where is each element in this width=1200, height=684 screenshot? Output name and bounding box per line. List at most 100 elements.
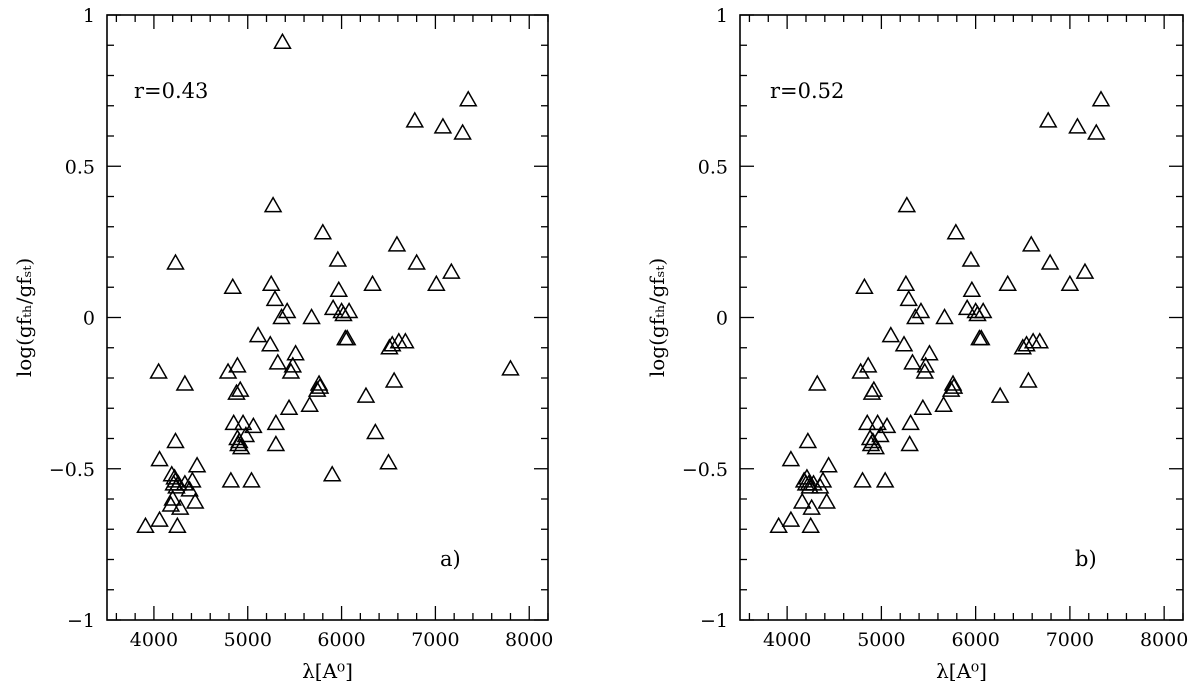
data-point [901,413,920,431]
data-point [894,335,914,352]
data-point [851,362,870,379]
data-point [180,480,199,497]
x-tick-label: 8000 [1140,629,1188,651]
data-point [263,196,283,213]
data-point [273,32,292,49]
data-point [941,380,961,397]
data-point [1038,111,1058,128]
data-point [1060,274,1080,291]
data-point [875,471,895,488]
data-point [1030,332,1050,349]
data-point [233,413,253,431]
x-axis-label: λ[A⁰] [302,659,353,683]
data-point [442,262,461,279]
data-point [903,353,922,370]
data-point [871,425,890,443]
data-point [175,374,195,391]
data-point [310,377,330,394]
data-point [166,432,185,449]
data-point [881,326,901,343]
data-point [244,416,263,434]
data-point [802,498,821,515]
data-point [798,432,818,449]
x-tick-label: 6000 [317,629,365,651]
data-point [864,380,884,397]
x-tick-label: 4000 [763,629,811,651]
data-point [337,329,357,346]
data-point [501,359,520,376]
data-point [230,432,249,449]
data-point [162,465,182,482]
data-point [1013,338,1033,355]
data-point [307,380,327,397]
data-point [218,362,238,379]
x-axis-label: λ[A⁰] [936,659,987,683]
x-tick-label: 8000 [505,629,553,651]
data-point [150,510,169,527]
data-point [458,90,478,107]
data-point [1017,335,1036,352]
data-point [819,456,838,473]
data-point [366,422,385,440]
data-point [877,416,897,434]
data-point [920,344,939,361]
data-point [858,356,878,373]
data-point [427,274,446,291]
data-point [961,250,981,267]
data-point [356,386,376,403]
data-point [857,413,877,431]
data-point [328,250,348,267]
y-tick-label: 0 [83,308,95,330]
data-point [968,304,987,322]
data-point [957,298,977,316]
data-point [944,377,964,394]
data-point [187,456,207,473]
data-point [300,395,319,412]
data-point [396,332,415,349]
data-point [382,335,402,352]
data-point [1086,123,1106,140]
data-point [807,374,827,391]
data-point [224,413,243,431]
y-tick-label: 0.5 [698,156,728,178]
data-point [266,413,286,431]
panel-a: 4000 5000 6000 7000 8000 −1 −0.5 0 0.5 1 λ[A⁰] log(… [12,5,553,683]
data-point [166,253,185,270]
data-point [387,235,407,252]
data-point [277,301,297,319]
data-point [896,274,916,291]
x-tick-label: 7000 [411,629,459,651]
data-point [323,298,343,316]
data-point [248,326,268,343]
data-point [935,307,954,325]
data-point [322,465,342,482]
data-point [781,450,801,467]
y-tick-label: 1 [716,5,728,27]
data-point [223,277,243,294]
data-point [302,307,321,325]
correlation-annotation: r=0.52 [770,79,844,103]
data-point [272,307,291,325]
data-point [339,301,359,319]
data-point [1021,235,1041,252]
x-tick-label: 7000 [1046,629,1094,651]
data-point [972,329,991,346]
data-point [329,280,349,298]
data-point [934,395,953,412]
data-point [407,253,426,270]
data-point [230,380,250,397]
x-tick-label: 5000 [857,629,905,651]
y-tick-label: −0.5 [49,459,95,481]
data-point [380,338,399,355]
data-point [405,111,425,128]
data-point [792,492,812,509]
data-point [906,307,925,325]
data-point [946,223,966,240]
data-point [185,492,205,509]
data-point [283,356,303,373]
data-point [261,274,281,291]
data-point [236,425,256,443]
x-tick-label: 4000 [130,629,178,651]
data-point [379,453,398,470]
data-point [183,471,202,488]
